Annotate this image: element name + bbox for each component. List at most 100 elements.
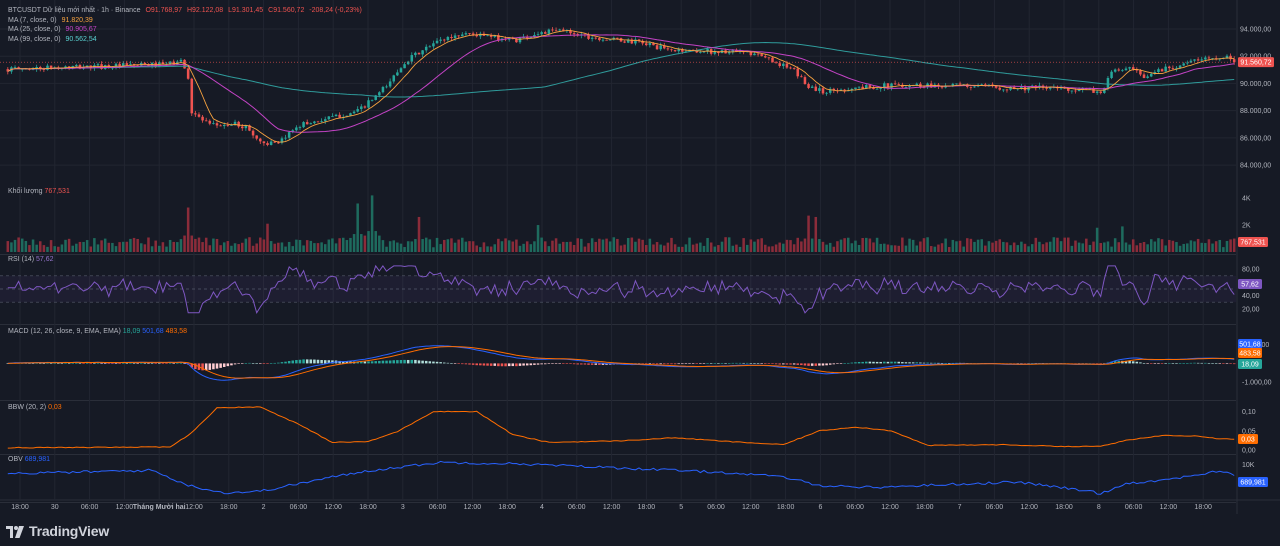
macd-histogram-bar bbox=[1146, 363, 1149, 365]
candle bbox=[543, 30, 547, 34]
candle bbox=[305, 119, 309, 125]
macd-histogram-bar bbox=[85, 363, 89, 364]
macd-histogram-bar bbox=[147, 363, 150, 365]
macd-histogram-bar bbox=[1218, 363, 1222, 365]
grid-layer bbox=[0, 0, 1280, 514]
volume-bar bbox=[727, 237, 731, 252]
candle bbox=[259, 137, 262, 145]
volume-bar bbox=[60, 244, 64, 252]
candle-body bbox=[699, 52, 702, 53]
macd-histogram-bar bbox=[1207, 362, 1211, 364]
macd-histogram-bar bbox=[295, 360, 298, 364]
candle-body bbox=[457, 35, 460, 37]
candle-body bbox=[208, 120, 212, 124]
volume-bar bbox=[536, 225, 540, 252]
volume-bar bbox=[893, 245, 897, 252]
macd-histogram-bar bbox=[810, 363, 814, 366]
macd-histogram-bar bbox=[172, 363, 175, 365]
bbw-legend[interactable]: BBW (20, 2) 0,03 bbox=[8, 404, 62, 411]
volume-bar bbox=[1211, 243, 1214, 252]
volume-legend[interactable]: Khối lượng 767,531 bbox=[8, 188, 70, 195]
volume-bar bbox=[230, 245, 233, 252]
volume-bar bbox=[500, 241, 504, 252]
macd-histogram-bar bbox=[1200, 362, 1203, 364]
candle bbox=[670, 48, 673, 52]
candle bbox=[6, 67, 10, 75]
volume-bar bbox=[789, 240, 792, 252]
candle-body bbox=[940, 86, 944, 88]
macd-histogram-bar bbox=[702, 363, 706, 365]
candle-body bbox=[1207, 57, 1211, 59]
volume-bar bbox=[13, 239, 17, 252]
candle bbox=[442, 38, 446, 43]
time-tick-label: 12:00 bbox=[464, 504, 482, 511]
volume-bar bbox=[486, 246, 489, 252]
candle bbox=[644, 40, 648, 47]
volume-bar bbox=[843, 238, 846, 252]
candle-body bbox=[320, 121, 323, 122]
candle-body bbox=[172, 61, 175, 65]
time-tick-label: 4 bbox=[540, 504, 544, 511]
macd-histogram-bar bbox=[901, 362, 904, 364]
volume-bar bbox=[1204, 243, 1207, 252]
macd-histogram-bar bbox=[753, 363, 756, 364]
rsi-pane[interactable] bbox=[0, 264, 1236, 315]
obv-value: 689,981 bbox=[24, 456, 51, 463]
ma7-legend[interactable]: MA (7, close, 0) 91.820,39 bbox=[8, 16, 365, 26]
macd-histogram-bar bbox=[468, 363, 471, 365]
macd-histogram-bar bbox=[699, 363, 702, 365]
candle-body bbox=[1099, 91, 1102, 93]
candle-body bbox=[1142, 74, 1146, 78]
candle bbox=[461, 32, 464, 37]
volume-bar bbox=[208, 245, 212, 252]
price-pane[interactable] bbox=[0, 27, 1236, 147]
macd-histogram-bar bbox=[471, 363, 475, 365]
macd-histogram-bar bbox=[262, 363, 266, 365]
macd-histogram-bar bbox=[251, 363, 255, 364]
candle-body bbox=[832, 88, 836, 91]
macd-histogram-bar bbox=[1103, 363, 1106, 365]
symbol-title[interactable]: BTCUSDT Dữ liệu mới nhất · 1h · Binance bbox=[8, 7, 141, 14]
macd-histogram-bar bbox=[363, 361, 367, 364]
candle-body bbox=[1117, 69, 1121, 71]
candle-body bbox=[1009, 86, 1012, 90]
macd-legend[interactable]: MACD (12, 26, close, 9, EMA, EMA) 18,09 … bbox=[8, 328, 187, 335]
candle bbox=[1135, 67, 1139, 73]
macd-histogram-bar bbox=[940, 363, 944, 364]
bbw-pane[interactable] bbox=[7, 406, 1235, 449]
candle bbox=[807, 82, 810, 90]
macd-pane[interactable] bbox=[6, 345, 1236, 381]
macd-histogram-bar bbox=[190, 363, 194, 368]
volume-bar bbox=[641, 239, 644, 252]
ma25-legend[interactable]: MA (25, close, 0) 90.905,67 bbox=[8, 25, 365, 35]
rsi-legend[interactable]: RSI (14) 57,62 bbox=[8, 256, 54, 263]
macd-histogram-bar bbox=[255, 363, 258, 364]
obv-pane[interactable] bbox=[7, 460, 1235, 495]
candle bbox=[630, 37, 634, 45]
time-tick-label: 06:00 bbox=[707, 504, 725, 511]
ma99-legend[interactable]: MA (99, close, 0) 90.562,54 bbox=[8, 35, 365, 45]
volume-bar bbox=[53, 246, 56, 252]
volume-bar bbox=[1110, 246, 1113, 252]
macd-histogram-bar bbox=[313, 359, 316, 364]
candle-body bbox=[1153, 72, 1157, 74]
volume-bar bbox=[439, 244, 442, 252]
candle bbox=[403, 62, 406, 69]
volume-bar bbox=[114, 246, 118, 252]
candle-body bbox=[277, 142, 280, 144]
candle-body bbox=[529, 36, 533, 39]
candle bbox=[677, 47, 680, 55]
volume-pane[interactable] bbox=[6, 195, 1236, 252]
tradingview-logo-icon bbox=[6, 525, 25, 538]
ohlc-change: -208,24 (-0,23%) bbox=[309, 7, 362, 14]
macd-histogram-bar bbox=[240, 363, 244, 365]
obv-legend[interactable]: OBV 689,981 bbox=[8, 456, 50, 463]
candle-body bbox=[774, 62, 778, 64]
macd-histogram-bar bbox=[435, 361, 439, 364]
macd-histogram-bar bbox=[6, 363, 10, 365]
tradingview-logo[interactable]: TradingView bbox=[6, 523, 109, 539]
volume-bar bbox=[659, 244, 662, 252]
candle bbox=[212, 120, 215, 125]
candle-body bbox=[230, 125, 233, 126]
